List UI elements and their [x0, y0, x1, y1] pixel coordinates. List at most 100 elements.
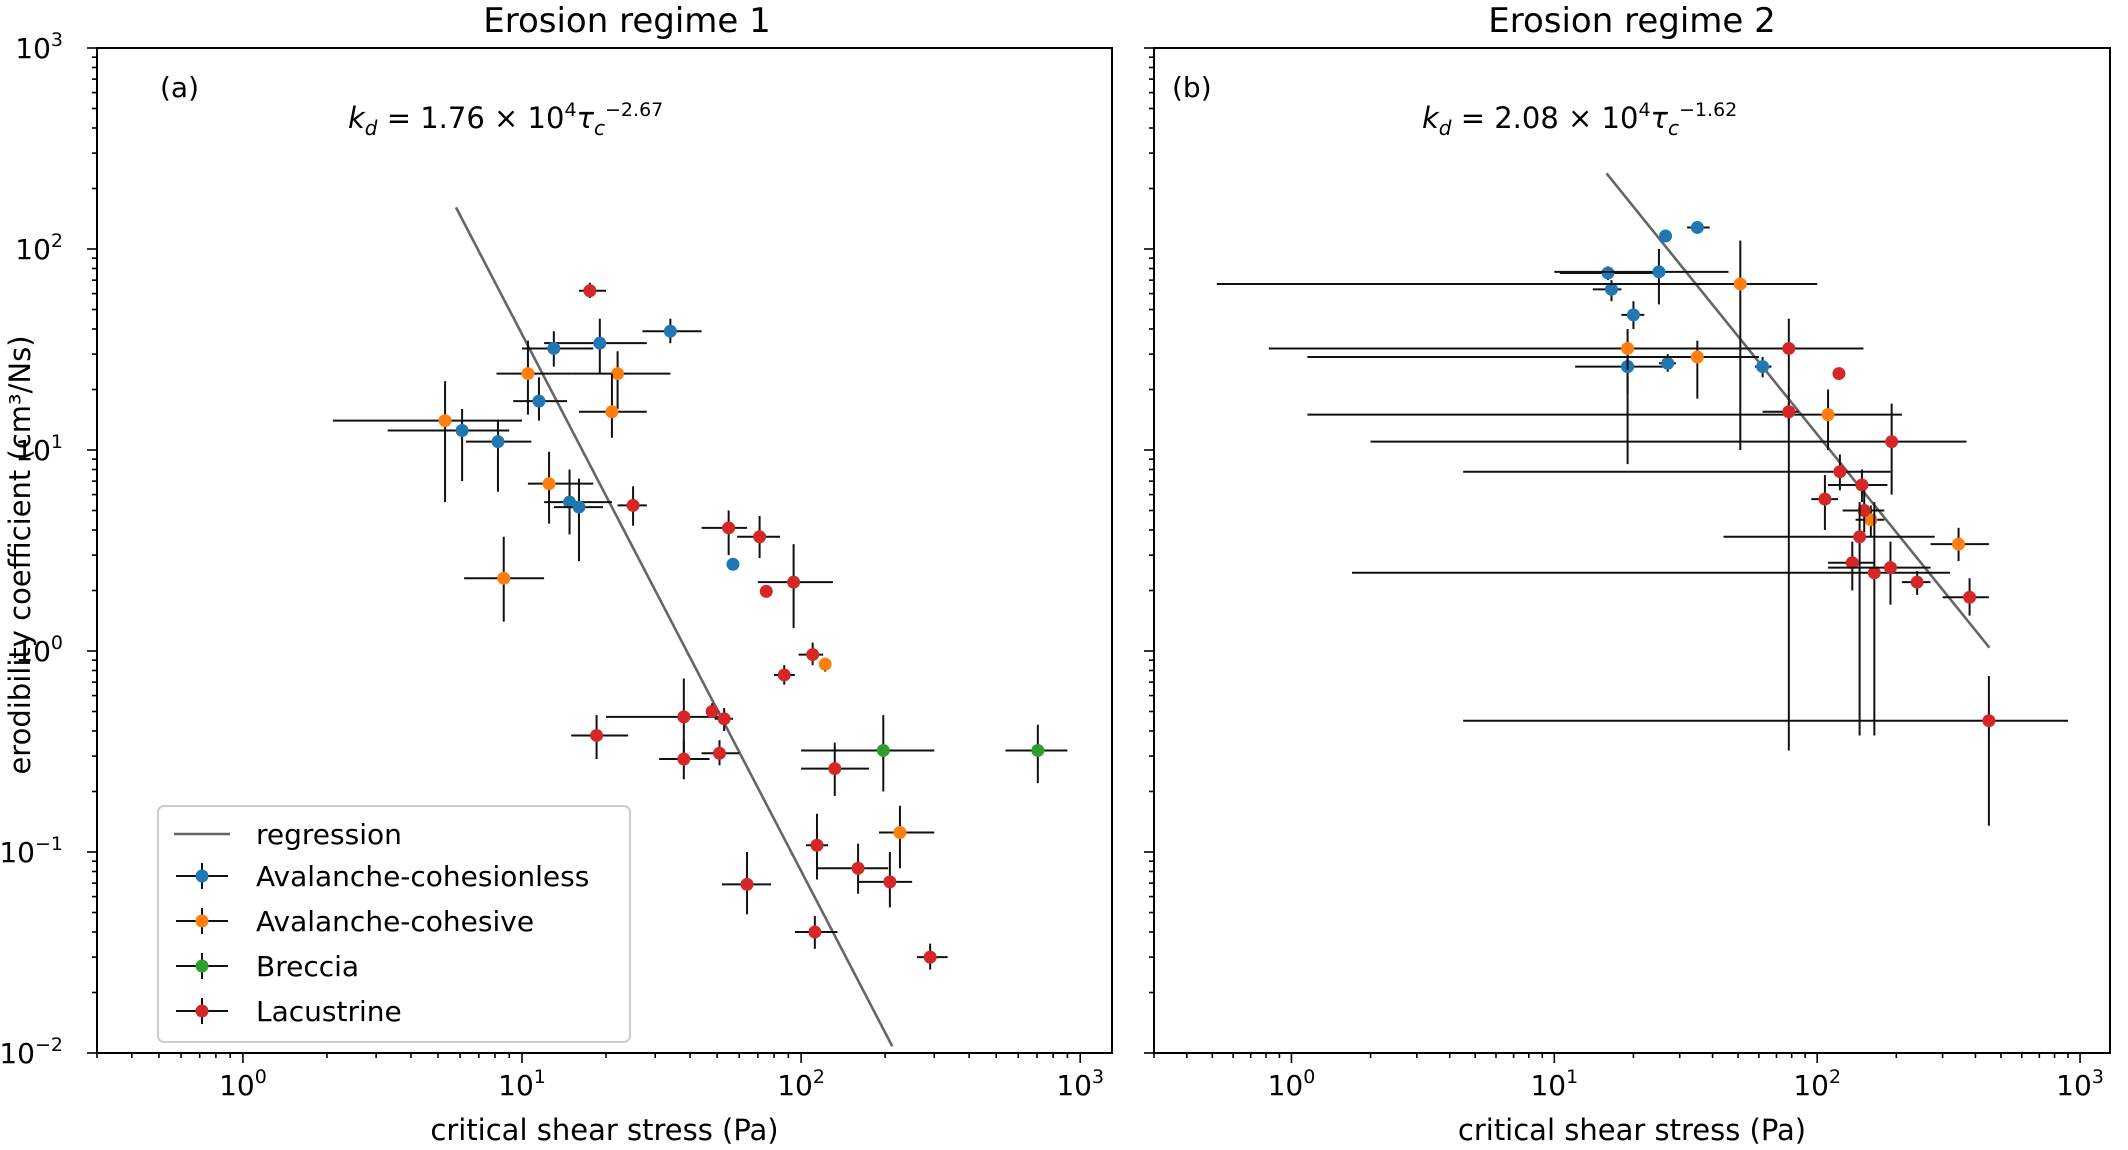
data-marker — [722, 521, 736, 535]
data-marker — [851, 861, 865, 875]
legend-entry: Breccia — [176, 950, 359, 983]
x-tick-label: 103 — [1056, 1066, 1104, 1102]
legend-label: Breccia — [256, 950, 359, 983]
data-point — [1554, 249, 1729, 305]
data-marker — [1690, 220, 1704, 234]
plot-frame — [1153, 47, 2111, 1054]
data-point — [1942, 578, 1989, 616]
data-point — [818, 843, 889, 894]
data-point — [801, 742, 869, 796]
data-marker — [1031, 743, 1045, 757]
data-marker — [712, 746, 726, 760]
data-marker — [547, 341, 561, 355]
data-marker — [787, 575, 801, 589]
x-tick-label: 101 — [498, 1066, 546, 1102]
data-marker — [1857, 504, 1871, 518]
data-point — [1463, 676, 2069, 826]
data-point — [571, 715, 629, 760]
data-marker — [663, 324, 677, 338]
data-point — [1005, 724, 1068, 784]
legend-label-regression: regression — [256, 818, 402, 851]
chart-title: Erosion regime 1 — [483, 1, 771, 41]
data-point — [1658, 354, 1676, 372]
x-tick-label: 102 — [777, 1066, 825, 1102]
data-marker — [593, 336, 607, 350]
data-marker — [883, 875, 897, 889]
data-point — [805, 813, 829, 880]
x-axis-label: critical shear stress (Pa) — [430, 1113, 778, 1147]
regression-equation: kd = 1.76 × 104τc−2.67 — [348, 99, 663, 140]
data-marker — [611, 367, 625, 381]
legend-label: Lacustrine — [256, 995, 402, 1028]
data-marker — [572, 500, 586, 514]
data-point — [878, 805, 935, 869]
data-point — [578, 373, 647, 438]
data-point — [1782, 318, 1796, 751]
data-point — [705, 703, 720, 719]
y-tick-label: 10−2 — [0, 1034, 63, 1070]
data-marker — [808, 925, 822, 939]
legend: regression Avalanche-cohesionless Avalanch… — [157, 805, 631, 1043]
panel-a: Erosion regime 1 100 101 102 103 10−2 10−1 100 1… — [0, 1, 1113, 1147]
data-point — [798, 642, 824, 666]
legend-entry: Avalanche-cohesive — [176, 905, 534, 938]
data-marker — [806, 648, 820, 662]
data-point — [527, 451, 594, 524]
data-marker — [455, 424, 469, 438]
data-point — [701, 510, 748, 556]
data-point — [1930, 527, 1989, 562]
data-marker — [1832, 367, 1846, 381]
data-point — [332, 381, 523, 503]
legend-marker — [195, 914, 209, 928]
data-point — [1559, 266, 1655, 281]
data-point — [1723, 502, 1935, 736]
data-point — [1621, 301, 1645, 329]
plot-area — [1216, 172, 2069, 826]
data-marker — [1604, 282, 1618, 296]
data-marker — [1601, 266, 1615, 280]
legend-marker — [195, 1004, 209, 1018]
y-tick-label: 10−1 — [0, 833, 63, 869]
data-marker — [759, 584, 773, 598]
data-point — [571, 351, 671, 409]
data-marker — [1661, 356, 1675, 370]
data-marker — [583, 284, 597, 298]
legend-label: Avalanche-cohesionless — [256, 860, 589, 893]
data-point — [1463, 454, 1891, 491]
x-tick-label: 102 — [1793, 1066, 1841, 1102]
data-point — [1832, 367, 1846, 381]
legend-marker — [195, 869, 209, 883]
x-axis-label: critical shear stress (Pa) — [1458, 1113, 1806, 1147]
data-marker — [1782, 341, 1796, 355]
data-point — [721, 852, 771, 915]
data-point — [794, 916, 838, 949]
data-marker — [1818, 492, 1832, 506]
data-point — [1352, 502, 1950, 736]
data-point — [714, 708, 733, 731]
data-point — [578, 282, 607, 299]
data-point — [1370, 403, 1967, 495]
legend-marker — [195, 959, 209, 973]
data-marker — [876, 743, 890, 757]
data-point — [1828, 541, 1931, 605]
data-marker — [1855, 478, 1869, 492]
y-tick-label: 100 — [15, 632, 63, 668]
data-marker — [1952, 537, 1966, 551]
legend-entry: Avalanche-cohesionless — [176, 860, 589, 893]
data-point — [522, 331, 594, 367]
x-tick-label: 100 — [1268, 1066, 1316, 1102]
regression-line — [1605, 172, 1991, 649]
data-marker — [590, 728, 604, 742]
data-marker — [1867, 566, 1881, 580]
data-point — [737, 515, 780, 559]
data-marker — [497, 571, 511, 585]
y-tick-label: 102 — [15, 230, 63, 266]
data-point — [513, 377, 568, 421]
data-marker — [753, 530, 767, 544]
data-marker — [1910, 575, 1924, 589]
data-marker — [1963, 590, 1977, 604]
data-marker — [532, 394, 546, 408]
data-marker — [1621, 341, 1635, 355]
data-marker — [626, 498, 640, 512]
